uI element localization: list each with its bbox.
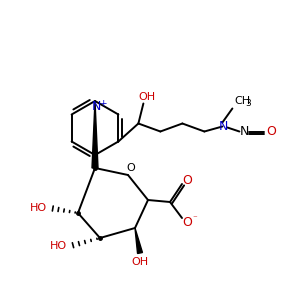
- Text: CH: CH: [234, 95, 250, 106]
- Text: OH: OH: [139, 92, 156, 101]
- Text: N: N: [219, 120, 228, 133]
- Text: HO: HO: [29, 203, 46, 213]
- Polygon shape: [92, 101, 98, 168]
- Text: OH: OH: [131, 257, 148, 267]
- Polygon shape: [135, 228, 142, 254]
- Text: O: O: [127, 163, 135, 173]
- Text: HO: HO: [50, 241, 67, 251]
- Text: 3: 3: [245, 99, 251, 108]
- Text: O: O: [182, 215, 192, 229]
- Text: N: N: [91, 100, 101, 113]
- Text: O: O: [182, 173, 192, 187]
- Text: ⁻: ⁻: [193, 214, 197, 224]
- Text: N: N: [240, 125, 249, 138]
- Text: O: O: [266, 125, 276, 138]
- Text: +: +: [99, 98, 107, 107]
